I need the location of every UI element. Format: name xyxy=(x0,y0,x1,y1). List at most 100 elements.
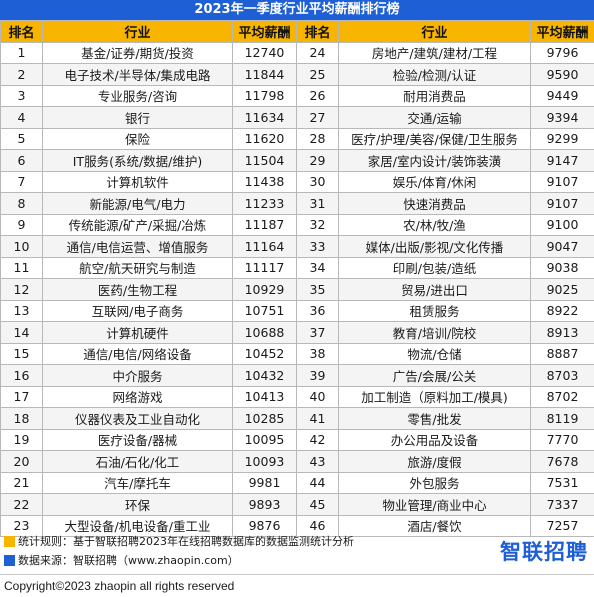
right-rank-cell: 35 xyxy=(297,279,339,301)
header-industry: 行业 xyxy=(339,21,531,43)
right-rank-cell: 38 xyxy=(297,343,339,365)
left-industry-cell: 航空/航天研究与制造 xyxy=(43,257,233,279)
right-industry-cell: 旅游/度假 xyxy=(339,451,531,473)
right-rank-cell: 33 xyxy=(297,236,339,258)
right-industry-cell: 家居/室内设计/装饰装潢 xyxy=(339,150,531,172)
header-industry: 行业 xyxy=(43,21,233,43)
left-industry-cell: 仪器仪表及工业自动化 xyxy=(43,408,233,430)
right-industry-cell: 娱乐/体育/休闲 xyxy=(339,171,531,193)
left-industry-cell: 电子技术/半导体/集成电路 xyxy=(43,64,233,86)
left-industry-cell: 通信/电信运营、增值服务 xyxy=(43,236,233,258)
right-rank-cell: 27 xyxy=(297,107,339,129)
right-salary-cell: 9107 xyxy=(531,193,594,215)
left-salary-cell: 10093 xyxy=(233,451,297,473)
right-rank-cell: 28 xyxy=(297,128,339,150)
header-salary: 平均薪酬 xyxy=(531,21,594,43)
left-industry-cell: 计算机硬件 xyxy=(43,322,233,344)
right-salary-cell: 9449 xyxy=(531,85,594,107)
left-rank-cell: 17 xyxy=(1,386,43,408)
left-salary-cell: 11187 xyxy=(233,214,297,236)
right-rank-cell: 32 xyxy=(297,214,339,236)
right-industry-cell: 耐用消费品 xyxy=(339,85,531,107)
left-industry-cell: 专业服务/咨询 xyxy=(43,85,233,107)
right-salary-cell: 9147 xyxy=(531,150,594,172)
right-rank-cell: 42 xyxy=(297,429,339,451)
right-salary-cell: 7257 xyxy=(531,515,594,537)
right-industry-cell: 快速消费品 xyxy=(339,193,531,215)
left-salary-cell: 10688 xyxy=(233,322,297,344)
right-industry-cell: 零售/批发 xyxy=(339,408,531,430)
left-rank-cell: 10 xyxy=(1,236,43,258)
right-salary-cell: 7337 xyxy=(531,494,594,516)
left-rank-cell: 8 xyxy=(1,193,43,215)
left-rank-cell: 9 xyxy=(1,214,43,236)
right-industry-cell: 酒店/餐饮 xyxy=(339,515,531,537)
right-industry-cell: 印刷/包装/造纸 xyxy=(339,257,531,279)
left-salary-cell: 11504 xyxy=(233,150,297,172)
note-rule-text: 统计规则：基于智联招聘2023年在线招聘数据库的数据监测统计分析 xyxy=(18,532,354,551)
left-rank-cell: 3 xyxy=(1,85,43,107)
left-rank-cell: 13 xyxy=(1,300,43,322)
left-industry-cell: 传统能源/矿产/采掘/冶炼 xyxy=(43,214,233,236)
copyright: Copyright©2023 zhaopin all rights reserv… xyxy=(0,574,594,597)
left-rank-cell: 12 xyxy=(1,279,43,301)
left-rank-cell: 11 xyxy=(1,257,43,279)
right-rank-cell: 45 xyxy=(297,494,339,516)
left-salary-cell: 9893 xyxy=(233,494,297,516)
right-industry-cell: 外包服务 xyxy=(339,472,531,494)
left-salary-cell: 11233 xyxy=(233,193,297,215)
right-salary-cell: 7678 xyxy=(531,451,594,473)
right-rank-cell: 36 xyxy=(297,300,339,322)
table-header-row: 排名 行业 平均薪酬 排名 行业 平均薪酬 xyxy=(1,21,594,43)
right-salary-cell: 9025 xyxy=(531,279,594,301)
right-salary-cell: 7531 xyxy=(531,472,594,494)
left-industry-cell: 互联网/电子商务 xyxy=(43,300,233,322)
left-industry-cell: 基金/证券/期货/投资 xyxy=(43,42,233,64)
right-salary-cell: 9047 xyxy=(531,236,594,258)
right-rank-cell: 40 xyxy=(297,386,339,408)
right-salary-cell: 7770 xyxy=(531,429,594,451)
left-industry-cell: 石油/石化/化工 xyxy=(43,451,233,473)
right-salary-cell: 8922 xyxy=(531,300,594,322)
left-salary-cell: 11117 xyxy=(233,257,297,279)
left-industry-cell: 医疗设备/器械 xyxy=(43,429,233,451)
left-salary-cell: 9981 xyxy=(233,472,297,494)
blue-square-icon xyxy=(4,555,15,566)
left-salary-cell: 11438 xyxy=(233,171,297,193)
right-industry-cell: 物流/仓储 xyxy=(339,343,531,365)
right-salary-cell: 9590 xyxy=(531,64,594,86)
left-rank-cell: 20 xyxy=(1,451,43,473)
right-salary-cell: 8887 xyxy=(531,343,594,365)
note-source: 数据来源：智联招聘（www.zhaopin.com） xyxy=(4,551,354,570)
page-title: 2023年一季度行业平均薪酬排行榜 xyxy=(0,0,594,20)
note-rule: 统计规则：基于智联招聘2023年在线招聘数据库的数据监测统计分析 xyxy=(4,532,354,551)
note-source-text: 数据来源：智联招聘（www.zhaopin.com） xyxy=(18,551,239,570)
right-salary-cell: 9107 xyxy=(531,171,594,193)
left-industry-cell: 网络游戏 xyxy=(43,386,233,408)
left-industry-cell: 银行 xyxy=(43,107,233,129)
header-rank: 排名 xyxy=(1,21,43,43)
left-salary-cell: 11634 xyxy=(233,107,297,129)
right-industry-cell: 教育/培训/院校 xyxy=(339,322,531,344)
right-salary-cell: 8703 xyxy=(531,365,594,387)
left-industry-cell: IT服务(系统/数据/维护) xyxy=(43,150,233,172)
right-industry-cell: 贸易/进出口 xyxy=(339,279,531,301)
right-rank-cell: 44 xyxy=(297,472,339,494)
left-rank-cell: 22 xyxy=(1,494,43,516)
right-salary-cell: 9038 xyxy=(531,257,594,279)
